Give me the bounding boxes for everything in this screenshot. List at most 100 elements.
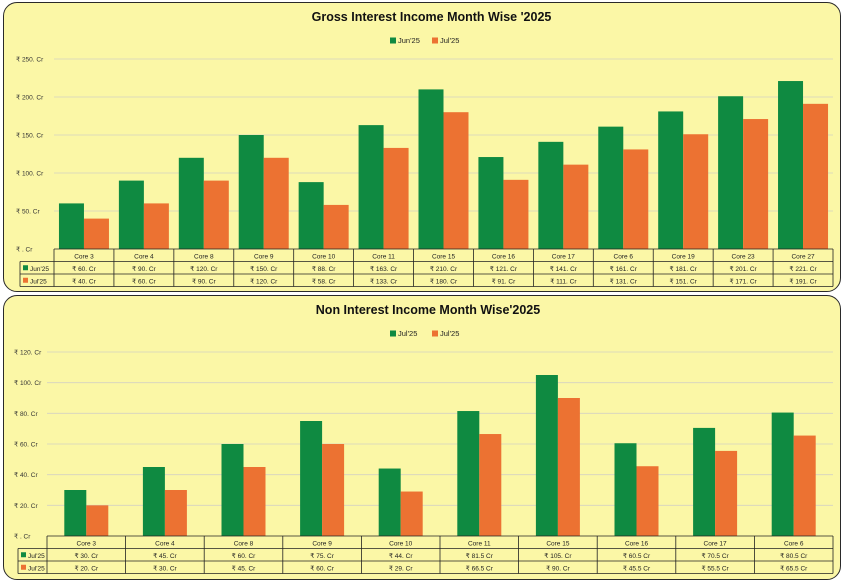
table-series-label-1: Jul'25: [28, 553, 45, 560]
legend-label-2: Jul'25: [440, 329, 459, 338]
data-label-series1: ₹ 44. Cr: [389, 552, 413, 560]
data-label-series2: ₹ 40. Cr: [72, 278, 96, 286]
bar-series2-core-3: [86, 505, 109, 536]
category-label: Core 8: [234, 541, 254, 548]
bar-series2-core-16: [636, 466, 659, 536]
data-label-series2: ₹ 60. Cr: [310, 565, 334, 573]
data-label-series2: ₹ 180. Cr: [430, 278, 458, 286]
bar-series2-core-16: [503, 179, 529, 249]
legend-swatch-1: [390, 330, 396, 337]
bar-series1-core-17: [693, 427, 716, 536]
y-tick-label: ₹ 120. Cr: [14, 349, 42, 357]
data-label-series1: ₹ 90. Cr: [132, 265, 156, 273]
bar-series2-core-15: [443, 112, 469, 249]
data-label-series1: ₹ 181. Cr: [670, 265, 698, 273]
legend-label-2: Jul'25: [440, 36, 459, 45]
category-label: Core 10: [312, 254, 336, 261]
bar-series2-core-10: [323, 204, 349, 249]
bar-series1-core-23: [718, 96, 744, 250]
data-label-series2: ₹ 90. Cr: [546, 565, 570, 573]
data-label-series2: ₹ 111. Cr: [550, 278, 577, 286]
y-tick-label: ₹ 60. Cr: [14, 441, 38, 449]
data-label-series2: ₹ 91. Cr: [492, 278, 516, 286]
table-legend-key-2: [21, 564, 26, 570]
data-label-series2: ₹ 131. Cr: [610, 278, 638, 286]
legend-label-1: Jul'25: [398, 329, 417, 338]
y-tick-label: ₹ 50. Cr: [16, 208, 40, 216]
category-label: Core 3: [74, 254, 94, 261]
category-label: Core 16: [492, 254, 516, 261]
y-tick-label: ₹ . Cr: [16, 246, 33, 254]
data-label-series1: ₹ 163. Cr: [370, 265, 398, 273]
y-tick-label: ₹ 40. Cr: [14, 471, 38, 479]
category-label: Core 27: [791, 254, 815, 261]
bar-series2-core-27: [803, 103, 829, 249]
data-label-series1: ₹ 210. Cr: [430, 265, 458, 273]
bar-series2-core-8: [203, 180, 229, 249]
data-label-series2: ₹ 29. Cr: [389, 565, 413, 573]
data-label-series2: ₹ 90. Cr: [192, 278, 216, 286]
data-label-series2: ₹ 120. Cr: [250, 278, 278, 286]
table-series-label-2: Jul'25: [28, 566, 45, 573]
bar-series1-core-3: [58, 203, 84, 249]
y-tick-label: ₹ 150. Cr: [16, 132, 44, 140]
data-label-series1: ₹ 45. Cr: [153, 552, 177, 560]
table-series-label-2: Jul'25: [30, 279, 47, 286]
data-label-series1: ₹ 80.5 Cr: [780, 552, 808, 560]
y-tick-label: ₹ . Cr: [14, 533, 31, 541]
data-label-series2: ₹ 20. Cr: [74, 565, 98, 573]
data-label-series1: ₹ 30. Cr: [74, 552, 98, 560]
bar-series2-core-8: [243, 467, 266, 536]
data-label-series2: ₹ 30. Cr: [153, 565, 177, 573]
category-label: Core 6: [784, 541, 804, 548]
data-label-series2: ₹ 191. Cr: [789, 278, 817, 286]
bar-series1-core-17: [538, 141, 564, 249]
data-label-series1: ₹ 105. Cr: [544, 552, 572, 560]
bar-series1-core-15: [535, 375, 558, 536]
data-label-series2: ₹ 151. Cr: [670, 278, 698, 286]
table-series-label-1: Jun'25: [30, 266, 49, 273]
non-interest-income-chart: Non Interest Income Month Wise'2025 Jul'2…: [14, 303, 834, 574]
data-label-series2: ₹ 45. Cr: [232, 565, 256, 573]
table-legend-key-2: [23, 277, 28, 283]
data-label-series1: ₹ 81.5 Cr: [466, 552, 494, 560]
legend-label-1: Jun'25: [398, 36, 420, 45]
category-label: Core 15: [432, 254, 456, 261]
bar-series2-core-17: [715, 450, 738, 536]
category-label: Core 4: [155, 541, 175, 548]
data-label-series1: ₹ 60.5 Cr: [623, 552, 651, 560]
category-label: Core 8: [194, 254, 214, 261]
bar-series1-core-8: [221, 444, 244, 536]
y-tick-label: ₹ 80. Cr: [14, 410, 38, 418]
bar-series1-core-4: [142, 467, 165, 536]
bar-series2-core-19: [683, 134, 709, 249]
data-label-series2: ₹ 65.5 Cr: [780, 565, 808, 573]
bar-series2-core-9: [263, 157, 289, 249]
bar-series2-core-10: [400, 491, 423, 536]
category-label: Core 3: [77, 541, 97, 548]
y-tick-label: ₹ 100. Cr: [16, 170, 44, 178]
non-interest-income-panel: Non Interest Income Month Wise'2025 Jul'2…: [3, 295, 841, 580]
bar-series1-core-8: [178, 157, 204, 249]
bar-series1-core-19: [658, 111, 684, 249]
category-label: Core 17: [552, 254, 576, 261]
bar-series2-core-23: [743, 119, 769, 249]
bar-series1-core-11: [457, 411, 480, 536]
bar-series1-core-10: [298, 182, 324, 249]
bar-series2-core-3: [83, 218, 109, 249]
chart-title: Non Interest Income Month Wise'2025: [316, 303, 540, 317]
bar-series1-core-27: [778, 81, 804, 249]
category-label: Core 17: [704, 541, 728, 548]
data-label-series2: ₹ 55.5 Cr: [701, 565, 729, 573]
legend-swatch-2: [432, 37, 438, 44]
category-label: Core 11: [468, 541, 491, 548]
bar-series1-core-9: [238, 135, 264, 249]
y-tick-label: ₹ 200. Cr: [16, 94, 44, 102]
bar-series2-core-9: [322, 444, 345, 536]
chart-title: Gross Interest Income Month Wise '2025: [312, 10, 552, 24]
bar-series2-core-11: [479, 434, 502, 536]
bar-series1-core-15: [418, 89, 444, 250]
data-label-series2: ₹ 133. Cr: [370, 278, 398, 286]
category-label: Core 16: [625, 541, 649, 548]
category-label: Core 10: [389, 541, 413, 548]
